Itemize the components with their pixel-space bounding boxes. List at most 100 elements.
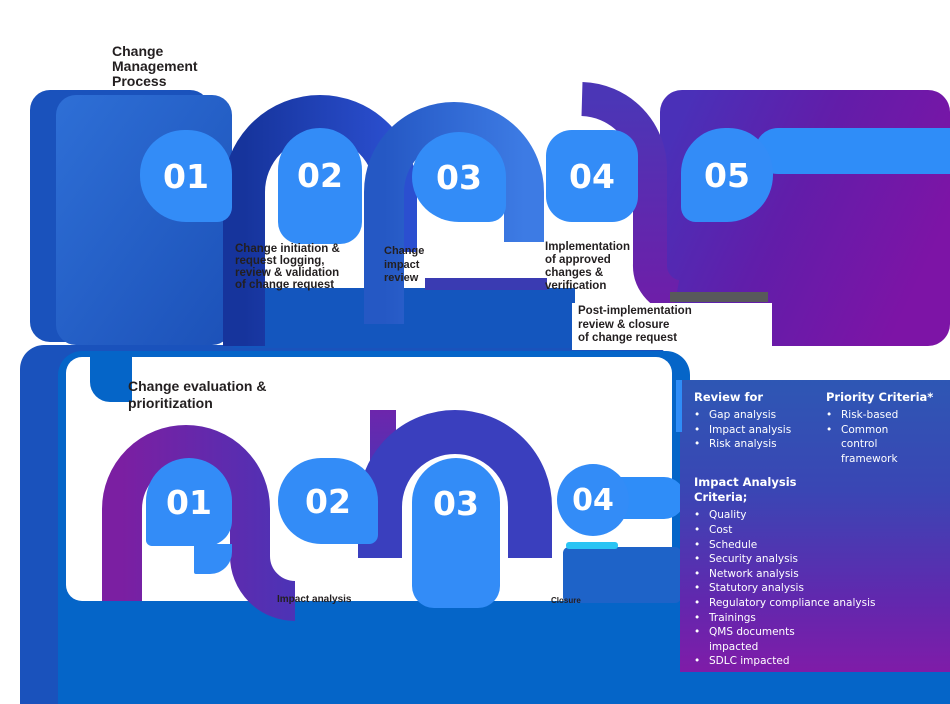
list-item-text: Trainings [709, 611, 756, 624]
top-step-bubble-4: 04 [546, 130, 638, 222]
list-item: • Quality [694, 508, 942, 523]
bullet-icon: • [694, 438, 701, 451]
bullet-icon: • [826, 409, 833, 421]
divider-bar [670, 292, 768, 302]
list-item-text: Impact analysis [709, 423, 792, 436]
impact-analysis-list: • Quality • Cost • Schedule • Security analysis… [694, 508, 942, 669]
top-step-3-label: Change impact review [384, 245, 432, 286]
bullet-icon: • [694, 409, 701, 421]
bottom-title-corner-shape [90, 356, 132, 402]
step-number: 02 [297, 155, 343, 195]
list-item: • Impact analysis [694, 423, 826, 438]
text-line: of change request [578, 332, 678, 344]
top-ribbon-bar [233, 288, 575, 348]
bullet-icon: • [694, 626, 701, 639]
list-item-text: Risk analysis [709, 438, 777, 451]
top-step-bubble-1: 01 [140, 130, 232, 222]
bottom-step4-cyan-bar [566, 542, 618, 549]
step-number: 03 [436, 157, 482, 197]
bottom-section-title: Change evaluation & prioritization [128, 378, 318, 412]
bullet-icon: • [694, 596, 701, 609]
step-number: 04 [569, 156, 615, 196]
text-line: Implementation [545, 241, 630, 253]
bullet-icon: • [694, 655, 701, 668]
bottom-step-bubble-2: 02 [278, 458, 378, 544]
bullet-icon: • [694, 567, 701, 580]
diagram-title: Change Management Process [112, 44, 242, 89]
list-item-text: Common control framework [841, 423, 898, 465]
text-line: verification [545, 280, 607, 292]
review-for-list: • Gap analysis • Impact analysis • Risk analy… [694, 408, 826, 452]
bottom-step-2-label: Impact analysis [277, 594, 352, 605]
text-line: of approved [545, 254, 611, 266]
text-line: Change evaluation & [128, 378, 267, 394]
text-line: prioritization [128, 395, 213, 411]
bullet-icon: • [694, 538, 701, 551]
text-line: changes & [545, 267, 604, 279]
list-item: • Common control framework [826, 423, 942, 467]
step-number: 01 [166, 482, 212, 522]
bullet-icon: • [694, 509, 701, 522]
step-number: 01 [163, 156, 209, 196]
list-item-text: Cost [709, 523, 733, 536]
text-line: Change [384, 245, 425, 257]
list-item-text: Regulatory compliance analysis [709, 596, 876, 609]
list-item: • Security analysis [694, 552, 942, 567]
top-step-bubble-5: 05 [681, 128, 773, 222]
bottom-step-bubble-1: 01 [146, 458, 232, 546]
step-number: 04 [572, 482, 614, 518]
review-for-title: Review for [694, 390, 764, 404]
bullet-icon: • [694, 423, 701, 436]
top-step-4-label: Implementation of approved changes & verifi… [545, 241, 641, 293]
top-step-bubble-2: 02 [278, 128, 362, 244]
list-item-text: Network analysis [709, 567, 799, 580]
text-line: review [384, 272, 419, 284]
text-line: review & closure [578, 318, 670, 331]
side-panel-accent-bar [676, 380, 682, 432]
top-step-5-label: Post-implementation review & closure of ch… [578, 305, 772, 346]
bullet-icon: • [694, 611, 701, 624]
list-item-text: Security analysis [709, 553, 798, 566]
list-item: • Risk analysis [694, 437, 826, 452]
bottom-step-bubble-4: 04 [557, 464, 629, 536]
bottom-step-bubble-3: 03 [412, 458, 500, 608]
step-number: 05 [704, 155, 750, 195]
list-item-text: Statutory analysis [709, 582, 804, 595]
list-item: • Schedule [694, 538, 942, 553]
list-item: • QMS documents impacted [694, 625, 942, 654]
text-line: Change [112, 43, 164, 59]
list-item-text: Gap analysis [709, 409, 777, 421]
text-line: Post-implementation [578, 305, 692, 317]
bullet-icon: • [694, 582, 701, 595]
bullet-icon: • [694, 553, 701, 566]
impact-analysis-title: Impact Analysis Criteria; [694, 475, 797, 505]
priority-criteria-list: • Risk-based • Common control framework [826, 408, 942, 466]
list-item: • Cost [694, 523, 942, 538]
list-item-text: SDLC impacted [709, 655, 790, 668]
list-item: • SDLC impacted [694, 654, 942, 669]
text-line: Management [112, 58, 198, 74]
list-item: • Network analysis [694, 567, 942, 582]
criteria-side-panel: Review for • Gap analysis • Impact analysis… [680, 380, 950, 672]
bullet-icon: • [694, 523, 701, 536]
list-item-text: Schedule [709, 538, 758, 551]
list-item: • Trainings [694, 611, 942, 626]
list-item: • Gap analysis [694, 408, 826, 423]
text-line: impact [384, 258, 420, 271]
list-item: • Statutory analysis [694, 581, 942, 596]
text-line: Process [112, 73, 167, 89]
list-item: • Risk-based [826, 408, 942, 423]
list-item-text: Risk-based [841, 409, 899, 421]
top-ribbon-bar-accent [425, 278, 547, 290]
step-number: 03 [433, 483, 479, 523]
step5-swoosh-band [755, 128, 950, 174]
step-number: 02 [305, 481, 351, 521]
bullet-icon: • [826, 423, 833, 436]
bottom-step-4-label: Closure [551, 596, 581, 605]
list-item-text: Quality [709, 509, 747, 522]
list-item: • Regulatory compliance analysis [694, 596, 942, 611]
bottom-step4-block [563, 547, 681, 603]
priority-criteria-title: Priority Criteria* [826, 390, 934, 404]
top-step-bubble-3: 03 [412, 132, 506, 222]
